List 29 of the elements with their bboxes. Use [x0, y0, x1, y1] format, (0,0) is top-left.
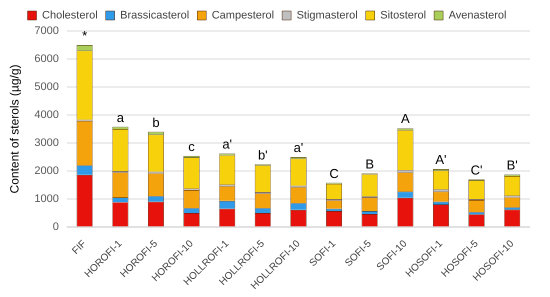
annotation: a'	[294, 140, 304, 156]
annotation: B	[365, 156, 374, 172]
y-tick-label: 4000	[34, 109, 59, 121]
annotation: *	[82, 28, 88, 44]
annotation: a'	[222, 136, 232, 152]
y-tick-label: 3000	[34, 136, 59, 149]
annotation: A	[400, 110, 410, 126]
annotation: A'	[435, 152, 447, 168]
legend-label: Cholesterol	[42, 10, 98, 22]
x-tick-label: FIF	[70, 238, 89, 257]
y-tick-label: 7000	[34, 25, 59, 38]
y-tick-label: 5000	[34, 81, 59, 94]
legend-label: Sitosterol	[380, 10, 426, 22]
annotation: C'	[470, 162, 482, 178]
legend-label: Stigmasterol	[296, 10, 358, 22]
legend-label: Brassicasterol	[120, 10, 190, 22]
y-axis-title: Content of sterols (µg/g)	[8, 64, 22, 194]
y-tick-label: 0	[52, 220, 59, 233]
annotation: a	[116, 110, 125, 125]
y-tick-label: 1000	[34, 192, 59, 205]
legend-label: Campesterol	[212, 10, 274, 22]
y-tick-label: 2000	[34, 164, 59, 177]
legend-label: Avenasterol	[448, 10, 506, 22]
annotation: C	[329, 166, 339, 181]
annotation: b'	[258, 147, 268, 162]
annotation: c	[188, 138, 196, 154]
y-tick-label: 6000	[34, 53, 59, 66]
annotation: b	[152, 114, 160, 130]
annotation: B'	[506, 158, 518, 173]
